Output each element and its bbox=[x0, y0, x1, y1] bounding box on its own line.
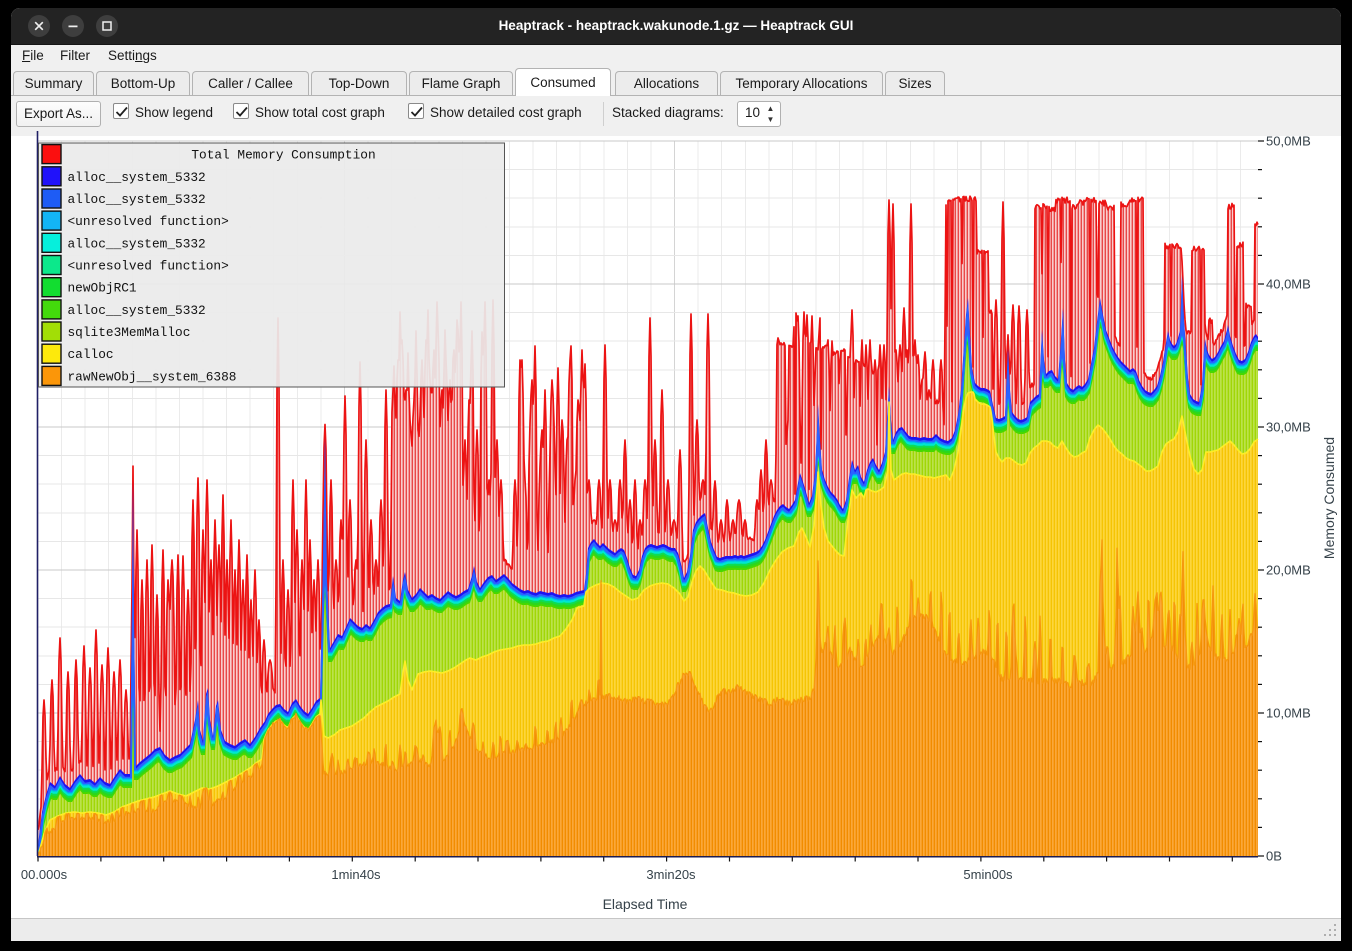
svg-text:Total Memory Consumption: Total Memory Consumption bbox=[191, 148, 375, 163]
svg-text:1min40s: 1min40s bbox=[331, 867, 381, 882]
svg-text:<unresolved function>: <unresolved function> bbox=[68, 259, 229, 274]
svg-text:Memory Consumed: Memory Consumed bbox=[1321, 437, 1337, 559]
svg-text:<unresolved function>: <unresolved function> bbox=[68, 214, 229, 229]
svg-text:alloc__system_5332: alloc__system_5332 bbox=[68, 236, 206, 251]
svg-text:40,0MB: 40,0MB bbox=[1266, 277, 1311, 292]
svg-text:5min00s: 5min00s bbox=[963, 867, 1013, 882]
svg-text:00.000s: 00.000s bbox=[21, 867, 68, 882]
svg-text:newObjRC1: newObjRC1 bbox=[68, 281, 137, 296]
svg-text:3min20s: 3min20s bbox=[646, 867, 696, 882]
svg-text:alloc__system_5332: alloc__system_5332 bbox=[68, 192, 206, 207]
svg-text:50,0MB: 50,0MB bbox=[1266, 134, 1311, 149]
svg-text:sqlite3MemMalloc: sqlite3MemMalloc bbox=[68, 325, 191, 340]
svg-text:alloc__system_5332: alloc__system_5332 bbox=[68, 170, 206, 185]
svg-text:rawNewObj__system_6388: rawNewObj__system_6388 bbox=[68, 369, 237, 384]
svg-text:20,0MB: 20,0MB bbox=[1266, 563, 1311, 578]
svg-text:10,0MB: 10,0MB bbox=[1266, 706, 1311, 721]
svg-text:alloc__system_5332: alloc__system_5332 bbox=[68, 303, 206, 318]
svg-text:Elapsed Time: Elapsed Time bbox=[603, 896, 688, 912]
svg-text:calloc: calloc bbox=[68, 347, 114, 362]
svg-text:0B: 0B bbox=[1266, 849, 1282, 864]
svg-text:30,0MB: 30,0MB bbox=[1266, 420, 1311, 435]
